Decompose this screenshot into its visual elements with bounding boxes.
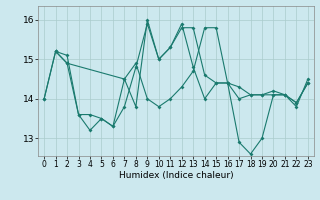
X-axis label: Humidex (Indice chaleur): Humidex (Indice chaleur) (119, 171, 233, 180)
